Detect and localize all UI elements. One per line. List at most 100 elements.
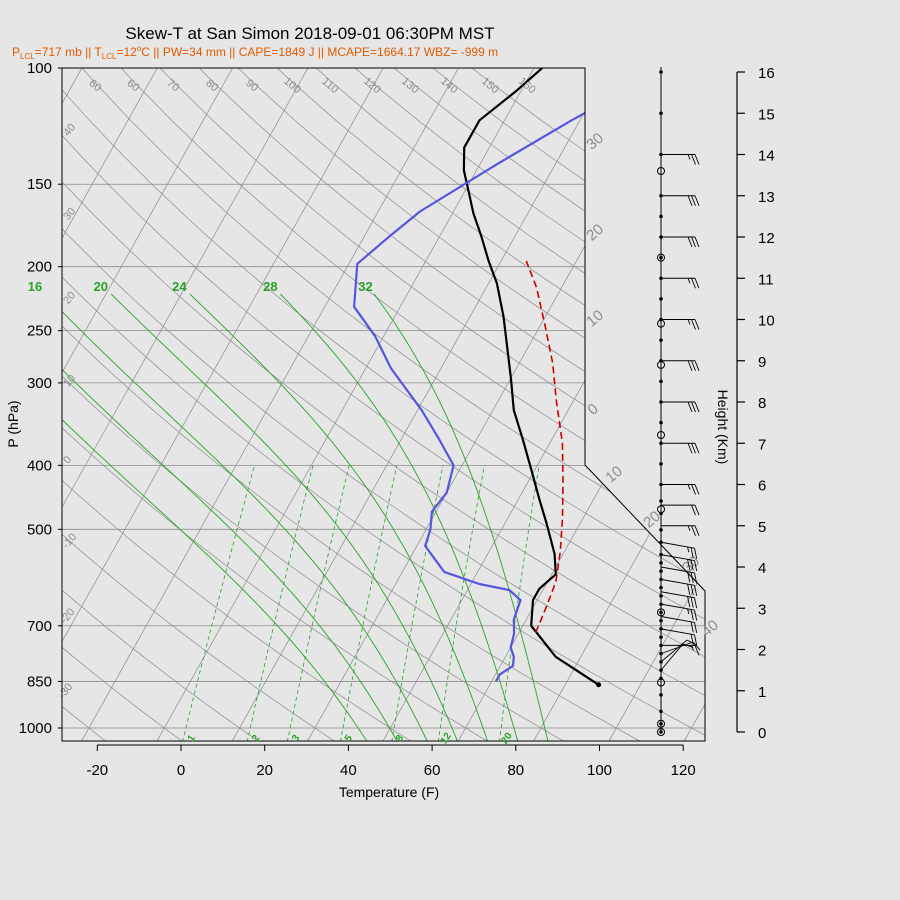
dry-adiabat-label: 150	[479, 75, 501, 96]
wind-barb-flag	[691, 236, 696, 248]
wind-barb-flag	[694, 572, 698, 584]
dry-adiabat-label: 60	[124, 77, 141, 94]
isotherm-label-left: -10	[60, 531, 79, 551]
isotherm-line	[457, 68, 705, 741]
wind-barb-flag	[691, 443, 696, 454]
dry-adiabat-label: 60	[86, 77, 103, 94]
dry-adiabat-line	[62, 68, 108, 741]
wind-barb-flag	[694, 484, 700, 495]
dry-adiabat-label: 130	[399, 75, 421, 96]
wind-barb-flag	[687, 596, 691, 608]
wind-barb-flag	[687, 559, 691, 570]
wind-barb-half-flag	[687, 278, 691, 284]
wind-barb-flag	[691, 195, 696, 206]
height-tick-label: 1	[758, 684, 766, 701]
wind-barb-flag	[691, 154, 696, 165]
dry-adiabat-line	[206, 68, 705, 741]
wind-barb-flag	[694, 525, 700, 536]
wind-barb-flag	[687, 236, 693, 248]
wind-barb-flag	[692, 641, 701, 651]
pressure-tick-label: 1000	[19, 720, 52, 737]
wind-barb-flag	[694, 634, 698, 646]
wind-barb-shaft	[660, 643, 684, 671]
height-tick-label: 5	[758, 519, 766, 536]
temperature-tick-label: 60	[424, 762, 441, 779]
mixing-ratio-label: 3	[290, 733, 302, 744]
wind-level-dot	[659, 618, 663, 623]
moist-adiabat-line	[280, 293, 519, 741]
temperature-tick-label: -20	[86, 762, 108, 779]
wind-barb-flag	[694, 504, 700, 516]
dry-adiabat-label: 80	[203, 77, 220, 94]
wind-level-dot	[659, 610, 663, 615]
isotherm-label-left: 0	[61, 454, 74, 466]
dry-adiabat-line	[168, 68, 705, 741]
wind-barb-flag	[687, 583, 691, 595]
wind-barb-flag	[691, 360, 696, 371]
wind-barb-shaft	[660, 591, 695, 599]
moist-adiabat-line	[373, 293, 549, 741]
pressure-tick-label: 250	[27, 323, 52, 340]
isotherm-line	[80, 68, 476, 741]
pressure-tick-label: 200	[27, 259, 52, 276]
height-tick-label: 2	[758, 643, 766, 660]
dry-adiabat-line	[62, 68, 705, 741]
temperature-tick-label: 0	[177, 762, 185, 779]
dry-adiabat-line	[433, 68, 705, 741]
background-grid	[62, 68, 705, 741]
wind-barb-flag	[691, 401, 696, 413]
wind-barb-flag	[687, 195, 693, 206]
wind-barbs	[657, 67, 701, 736]
parcel-line	[525, 260, 564, 633]
isotherm-line	[62, 68, 175, 741]
height-tick-label: 7	[758, 436, 766, 453]
height-tick-label: 16	[758, 65, 775, 82]
wind-level-dot	[659, 499, 663, 503]
height-tick-label: 13	[758, 189, 775, 206]
wind-barb-half-flag	[687, 319, 691, 325]
pressure-tick-label: 100	[27, 60, 52, 77]
y-axis-label: P (hPa)	[5, 400, 21, 447]
height-tick-label: 12	[758, 230, 775, 247]
dry-adiabat-label: 100	[281, 75, 303, 96]
temperature-tick-label: 40	[340, 762, 357, 779]
dry-adiabat-line	[62, 68, 642, 741]
dry-adiabat-label: 140	[438, 75, 460, 96]
dry-adiabat-label: 70	[164, 77, 181, 94]
wind-barb-shaft	[660, 578, 695, 586]
isotherm-label-right: 30	[583, 130, 607, 154]
wind-barb-flag	[690, 634, 694, 645]
wind-barb-flag	[687, 401, 693, 413]
wind-barb-flag	[690, 596, 694, 608]
wind-barb-flag	[691, 319, 696, 330]
wind-calm-circle	[657, 319, 665, 328]
wind-level-dot	[659, 635, 663, 639]
wind-level-dot	[659, 297, 663, 301]
temperature-surface-marker	[596, 682, 602, 688]
wind-calm-circle	[657, 431, 665, 439]
temperature-tick-label: 100	[587, 762, 612, 779]
moist-adiabat-line	[110, 293, 459, 741]
isotherm-line	[608, 68, 705, 741]
x-axis-label: Temperature (F)	[339, 784, 439, 800]
isotherm-label-right: 20	[640, 508, 664, 532]
wind-barb-flag	[694, 622, 698, 634]
isotherm-line	[306, 68, 702, 741]
wind-barb-flag	[694, 548, 698, 559]
pressure-tick-label: 300	[27, 375, 52, 392]
wind-barb-shaft	[660, 541, 695, 549]
dry-adiabat-label: 160	[516, 75, 538, 96]
dry-adiabat-line	[62, 68, 337, 741]
dry-adiabat-label: 120	[361, 75, 383, 96]
wind-level-dot	[659, 111, 663, 116]
isotherm-line	[62, 68, 326, 741]
isotherm-label-left: -30	[56, 681, 75, 701]
wind-level-dot	[659, 379, 663, 384]
dry-adiabat-line	[357, 68, 705, 741]
isotherm-line	[382, 68, 705, 741]
wind-calm-circle	[657, 608, 665, 617]
isotherm-label-right: 20	[583, 221, 607, 245]
wind-barb-shaft	[660, 566, 695, 574]
temperature-tick-label: 80	[507, 762, 524, 779]
isotherm-label-left: 40	[61, 122, 78, 139]
